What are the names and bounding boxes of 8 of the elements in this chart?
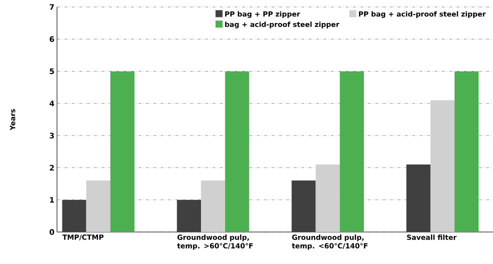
bar [110,71,134,232]
bar [86,180,110,232]
bar [430,100,455,232]
bar [225,71,250,232]
bar [454,71,479,232]
bar [316,164,340,232]
bar [200,180,226,232]
bar [340,71,364,232]
